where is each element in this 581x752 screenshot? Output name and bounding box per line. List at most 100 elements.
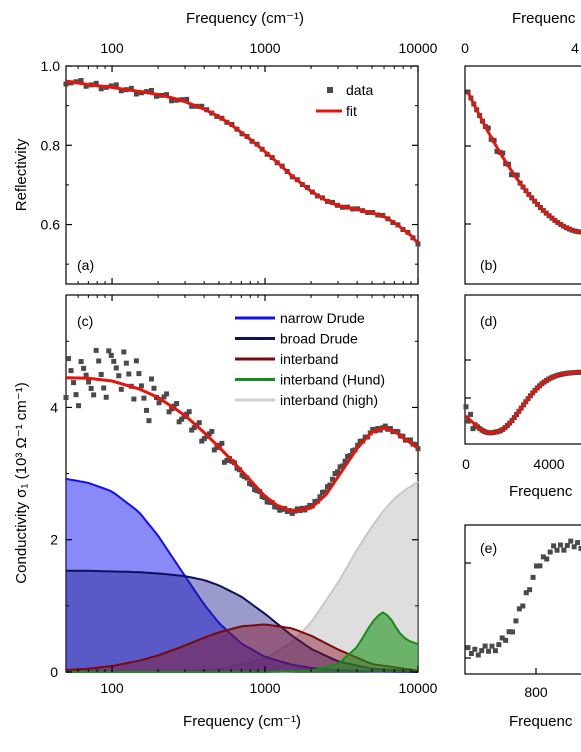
- panel-a-xtick-label: 100: [100, 40, 124, 56]
- panel-c-data-point: [209, 428, 215, 434]
- panel-c-data-point: [335, 469, 341, 475]
- panel-e-data-point: [479, 648, 485, 654]
- panel-e-data-point: [506, 629, 512, 635]
- panel-c-data-point: [88, 385, 94, 391]
- panel-c-plot: 100 1000 10000 0 2 4 narrow Drude broad Drude in…: [50, 295, 438, 696]
- panel-c-data-point: [219, 440, 225, 446]
- panel-e-data-point: [564, 543, 570, 549]
- panel-a-data-point: [98, 86, 104, 92]
- panel-c-data-point: [101, 385, 107, 391]
- panel-c-data-point: [136, 371, 142, 377]
- panel-c-data-point: [332, 471, 338, 477]
- panel-c-data-point: [327, 482, 333, 488]
- panel-c-data-point: [78, 359, 84, 365]
- panel-c-data-point: [161, 394, 167, 400]
- panel-c-data-point: [106, 348, 112, 354]
- bottom-xaxis-title-right: Frequenc: [509, 713, 573, 730]
- panel-c-data-point: [345, 453, 351, 459]
- panel-c-data-point: [277, 507, 283, 513]
- panel-c-data-point: [249, 482, 255, 488]
- panel-c-data-point: [116, 373, 122, 379]
- panel-c-data-point: [118, 386, 124, 392]
- panel-c-data-point: [252, 487, 258, 493]
- panel-e-data-point: [527, 587, 533, 593]
- panel-e-data-point: [489, 643, 495, 649]
- panel-e-label: (e): [480, 540, 497, 556]
- panel-b-data-point: [514, 172, 520, 178]
- panel-c-data-point: [186, 409, 192, 415]
- panel-a-ytick-label: 0.8: [41, 137, 61, 153]
- panel-c-data-point: [355, 442, 361, 448]
- panel-e-data-point: [557, 542, 563, 548]
- panel-a-data-point: [154, 93, 160, 99]
- panel-c-data-point: [324, 484, 330, 490]
- panel-c-data-point: [191, 425, 197, 431]
- panel-e-data-point: [503, 637, 509, 643]
- panel-a-data-point: [169, 98, 175, 104]
- panel-c-data-point: [171, 403, 177, 409]
- panel-c-label: (c): [77, 313, 93, 329]
- panel-e-data-point: [520, 603, 526, 609]
- panel-d-frame: [464, 294, 581, 445]
- panel-c-data-point: [319, 489, 325, 495]
- panel-c-data-point: [242, 474, 248, 480]
- panel-a-frame: [65, 65, 419, 285]
- panel-e-data-point: [575, 540, 581, 546]
- panel-a-data-point: [113, 82, 119, 88]
- panel-e-data-point: [523, 590, 529, 596]
- panel-a-data-point: [189, 103, 195, 109]
- panel-c-data-point: [317, 494, 323, 500]
- top-xaxis-title-left: Frequency (cm⁻¹): [186, 10, 304, 27]
- panel-d-data-point: [470, 426, 476, 432]
- panel-b-label: (b): [480, 257, 497, 273]
- panel-a-fit-line: [65, 79, 420, 245]
- panel-c-data-point: [108, 352, 114, 358]
- panel-e-data-point: [554, 547, 560, 553]
- panel-c-data-point: [272, 504, 278, 510]
- mid-xaxis-title-right: Frequenc: [509, 483, 573, 500]
- panel-c-data-point: [111, 358, 117, 364]
- panel-c-data-point: [284, 508, 290, 514]
- panel-c-data-point: [179, 416, 185, 422]
- panel-c-data-point: [66, 356, 72, 362]
- panel-c-data-point: [103, 394, 109, 400]
- panel-c-data-point: [307, 502, 313, 508]
- panel-e-data-point: [516, 606, 522, 612]
- panel-d-label: (d): [480, 313, 497, 329]
- panel-c-data-point: [81, 365, 87, 371]
- panel-c-data-point: [221, 459, 227, 465]
- panel-c-data-point: [71, 380, 77, 386]
- panel-e-data-point: [510, 629, 516, 635]
- panel-e-data-point: [540, 554, 546, 560]
- panel-c-data-point: [196, 420, 202, 426]
- panel-c-data-point: [279, 506, 285, 512]
- panel-e-data-point: [486, 648, 492, 654]
- panel-a-data-point: [128, 85, 134, 91]
- legend-label-interband-hund: interband (Hund): [280, 372, 385, 388]
- panel-a-ytick-label: 1.0: [41, 58, 61, 74]
- panel-c-data-point: [214, 445, 220, 451]
- panel-c-data-point: [264, 499, 270, 505]
- panel-b-data-point: [485, 125, 491, 131]
- panel-c-data-point: [156, 400, 162, 406]
- panel-c-fit-line: [65, 376, 419, 513]
- panel-e-data-point: [547, 549, 553, 555]
- panel-a-data-point: [199, 103, 205, 109]
- panel-c-data-point: [274, 504, 280, 510]
- panel-a-data-point: [63, 81, 69, 87]
- panel-c-data-point: [98, 371, 104, 377]
- right-panels-plot: 0 4 0 4000 800: [461, 40, 581, 700]
- legend-label-narrow-drude: narrow Drude: [280, 310, 365, 326]
- panel-c-data-point: [407, 437, 413, 443]
- panel-c-data-point: [312, 499, 318, 505]
- panel-e-data-point: [475, 652, 481, 658]
- component-area-interband-high: [66, 481, 418, 672]
- panel-e-data-point: [568, 538, 574, 544]
- panel-a-data-point: [118, 88, 124, 94]
- panel-c-data-point: [216, 442, 222, 448]
- panel-c-data-point: [184, 411, 190, 417]
- panel-c-data-point: [247, 480, 253, 486]
- panel-c-data-point: [322, 489, 328, 495]
- panel-c-data-point: [357, 438, 363, 444]
- panel-a-data-point: [78, 78, 84, 84]
